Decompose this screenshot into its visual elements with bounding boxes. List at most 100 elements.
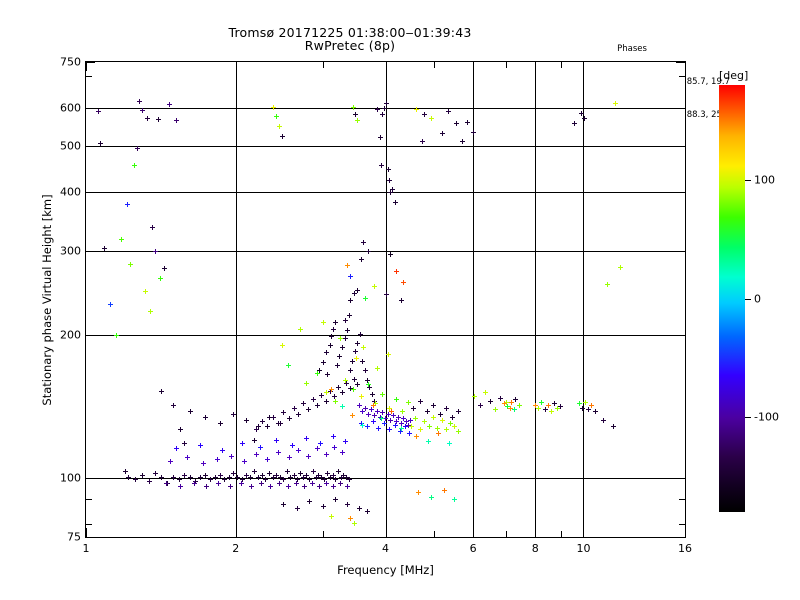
data-point [356,506,362,512]
data-point [345,262,351,268]
data-point [441,487,447,493]
data-point [307,499,313,505]
data-point [235,475,241,481]
data-point [310,469,316,475]
y-axis-tick-label: 100 [60,471,81,485]
y-axis-tick [86,477,95,479]
data-point [503,399,509,405]
data-point [342,439,348,445]
data-point [279,342,285,348]
data-point [351,387,357,393]
data-point [363,405,369,411]
data-point [362,368,368,374]
x-axis-tick [535,62,537,71]
data-point [279,134,285,140]
data-point [586,407,592,413]
data-point [392,199,398,205]
data-point [309,481,315,487]
data-point [342,378,348,384]
data-point [471,129,477,135]
data-point [126,475,132,481]
x-axis-tick [685,528,686,537]
data-point [497,395,503,401]
data-point [425,439,431,445]
data-point [276,449,282,455]
data-point [327,475,333,481]
data-point [327,342,333,348]
y-axis-label: Stationary phase Virtual Height [km] [40,61,54,538]
x-axis-tick [506,62,508,68]
data-point [357,402,363,408]
data-point [439,417,445,423]
data-point [336,384,342,390]
data-point [393,419,399,425]
data-point [460,139,466,145]
data-point [323,451,329,457]
data-point [217,421,223,427]
data-point [385,351,391,357]
gridline-horizontal [86,334,685,336]
data-point [417,427,423,433]
data-point [366,411,372,417]
data-point [265,424,271,430]
data-point [171,475,177,481]
data-point [600,417,606,423]
y-axis-tick [86,334,95,336]
data-point [370,419,376,425]
data-point [512,407,518,413]
data-point [545,402,551,408]
data-point [355,382,361,388]
data-point [436,430,442,436]
data-point [417,398,423,404]
data-point [352,111,358,117]
y-axis-tick [86,108,95,110]
data-point [274,437,280,443]
data-point [381,421,387,427]
colorbar-tick-label: 0 [754,292,761,305]
data-point [198,442,204,448]
data-point [451,424,457,430]
data-point [176,477,182,483]
data-point [338,481,344,487]
data-point [406,399,412,405]
data-point [406,422,412,428]
data-point [361,240,367,246]
data-point [305,453,311,459]
data-point [329,513,335,519]
data-point [323,398,329,404]
data-point [294,481,300,487]
x-axis-tick-label: 1 [82,542,90,555]
data-point [385,411,391,417]
data-point [259,419,265,425]
data-point [422,419,428,425]
data-point [408,417,414,423]
data-point [583,399,589,405]
data-point [517,402,523,408]
data-point [502,401,508,407]
data-point [477,402,483,408]
data-point [296,411,302,417]
data-point [289,442,295,448]
data-point [362,296,368,302]
data-point [572,121,578,127]
data-point [420,139,426,145]
data-point [344,475,350,481]
data-point [173,117,179,123]
data-point [204,483,210,489]
data-point [322,477,328,483]
data-point [331,483,337,489]
data-point [313,475,319,481]
data-point [159,475,165,481]
data-point [258,481,264,487]
data-point [317,441,323,446]
data-point [345,328,351,334]
data-point [270,414,276,420]
x-axis-tick-label: 4 [382,542,389,555]
colorbar-tick [745,298,751,300]
x-axis-tick-label: 6 [469,542,477,555]
data-point [589,402,595,408]
data-point [582,115,588,121]
data-point [148,308,154,314]
data-point [393,268,399,274]
data-point [333,477,339,483]
